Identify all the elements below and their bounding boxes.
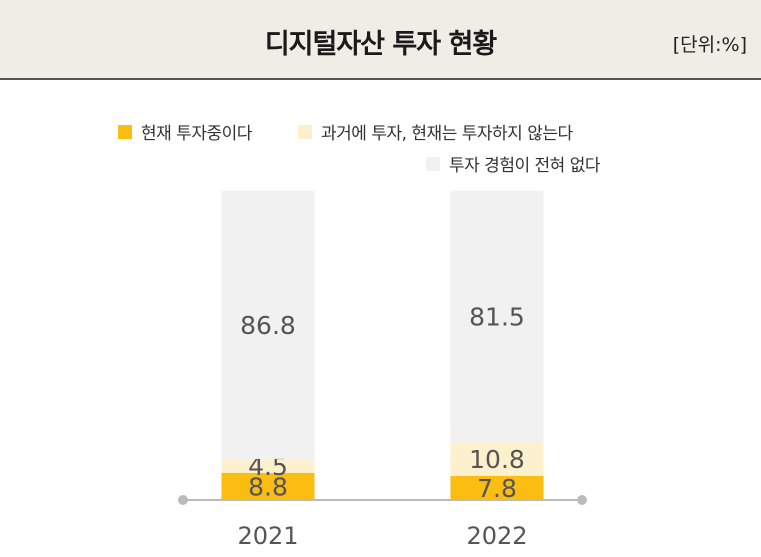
data-label-2022-past: 10.8 [469,445,525,474]
bar-2022-current [450,475,544,500]
x-tick-label-2022: 2022 [466,522,527,550]
data-label-2021-never: 86.8 [240,311,296,340]
bar-2021-current [221,472,315,500]
bar-2022-never [450,190,544,443]
legend-item-past: 과거에 투자, 현재는 투자하지 않는다 [298,119,573,144]
x-tick-label-2021: 2021 [237,522,298,550]
x-axis-left-dot [178,495,188,505]
chart-header: 디지털자산 투자 현황 [단위:%] [0,0,761,80]
legend-swatch-never [426,156,440,171]
chart-title: 디지털자산 투자 현황 [264,29,497,60]
data-label-2022-current: 7.8 [477,474,517,503]
bar-2022-past [450,442,544,476]
unit-label: [단위:%] [672,34,747,56]
legend-label-past: 과거에 투자, 현재는 투자하지 않는다 [321,124,573,144]
x-axis-right-dot [577,495,587,505]
data-label-2021-current: 8.8 [248,472,288,501]
legend-item-current: 현재 투자중이다 [118,119,252,144]
legend-item-never: 투자 경험이 전혀 없다 [426,151,600,176]
legend-label-current: 현재 투자중이다 [141,124,252,144]
legend-swatch-past [298,124,312,139]
legend-label-never: 투자 경험이 전혀 없다 [449,156,600,176]
bar-2021-never [221,190,315,459]
bar-2021-past [221,458,315,473]
data-label-2022-never: 81.5 [469,303,525,332]
legend-swatch-current [118,124,132,139]
